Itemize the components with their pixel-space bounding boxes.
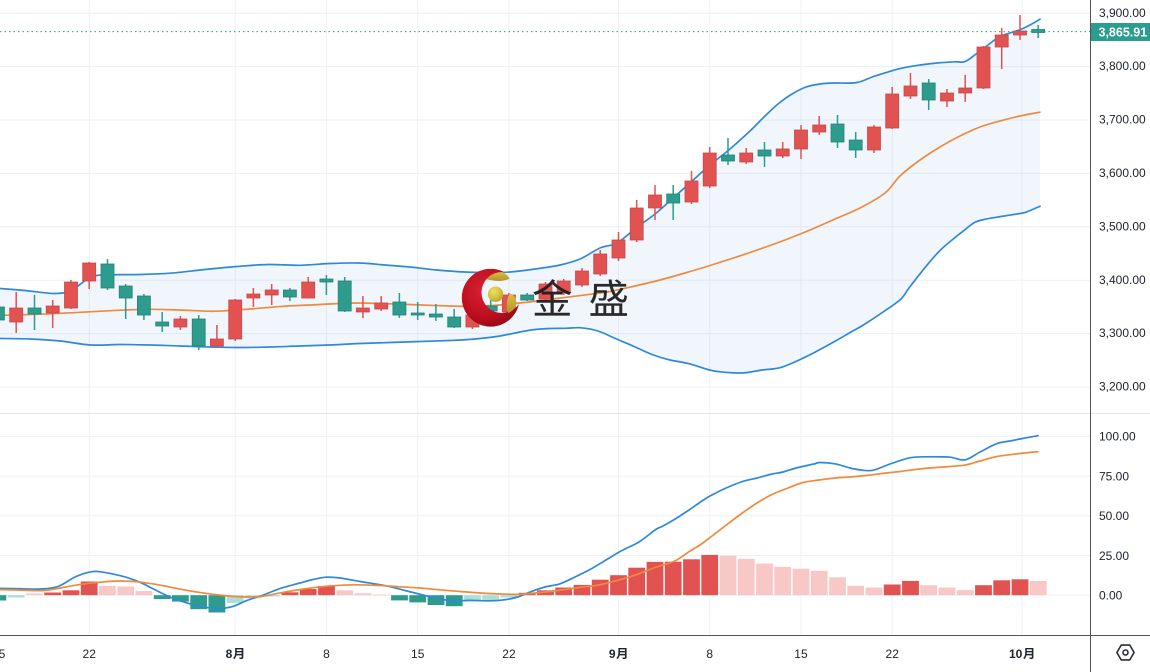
- svg-text:0.00: 0.00: [1099, 589, 1123, 603]
- svg-text:10: 10: [1009, 647, 1023, 661]
- svg-text:22: 22: [886, 647, 900, 661]
- svg-text:3,500.00: 3,500.00: [1099, 219, 1146, 233]
- svg-text:15: 15: [411, 647, 425, 661]
- svg-text:8: 8: [323, 647, 330, 661]
- svg-text:22: 22: [502, 647, 516, 661]
- svg-text:3,600.00: 3,600.00: [1099, 166, 1146, 180]
- svg-text:3,200.00: 3,200.00: [1099, 380, 1146, 394]
- svg-text:5: 5: [0, 647, 6, 661]
- svg-text:3,700.00: 3,700.00: [1099, 113, 1146, 127]
- svg-text:100.00: 100.00: [1099, 430, 1136, 444]
- svg-text:3,800.00: 3,800.00: [1099, 59, 1146, 73]
- svg-text:25.00: 25.00: [1099, 549, 1129, 563]
- svg-text:15: 15: [794, 647, 808, 661]
- svg-text:9: 9: [609, 647, 616, 661]
- svg-text:3,900.00: 3,900.00: [1099, 6, 1146, 20]
- svg-text:75.00: 75.00: [1099, 469, 1129, 483]
- svg-text:22: 22: [83, 647, 97, 661]
- svg-text:3,300.00: 3,300.00: [1099, 326, 1146, 340]
- svg-text:8: 8: [226, 647, 233, 661]
- svg-text:8: 8: [706, 647, 713, 661]
- svg-text:50.00: 50.00: [1099, 509, 1129, 523]
- svg-text:3,865.91: 3,865.91: [1099, 25, 1148, 39]
- svg-text:3,400.00: 3,400.00: [1099, 273, 1146, 287]
